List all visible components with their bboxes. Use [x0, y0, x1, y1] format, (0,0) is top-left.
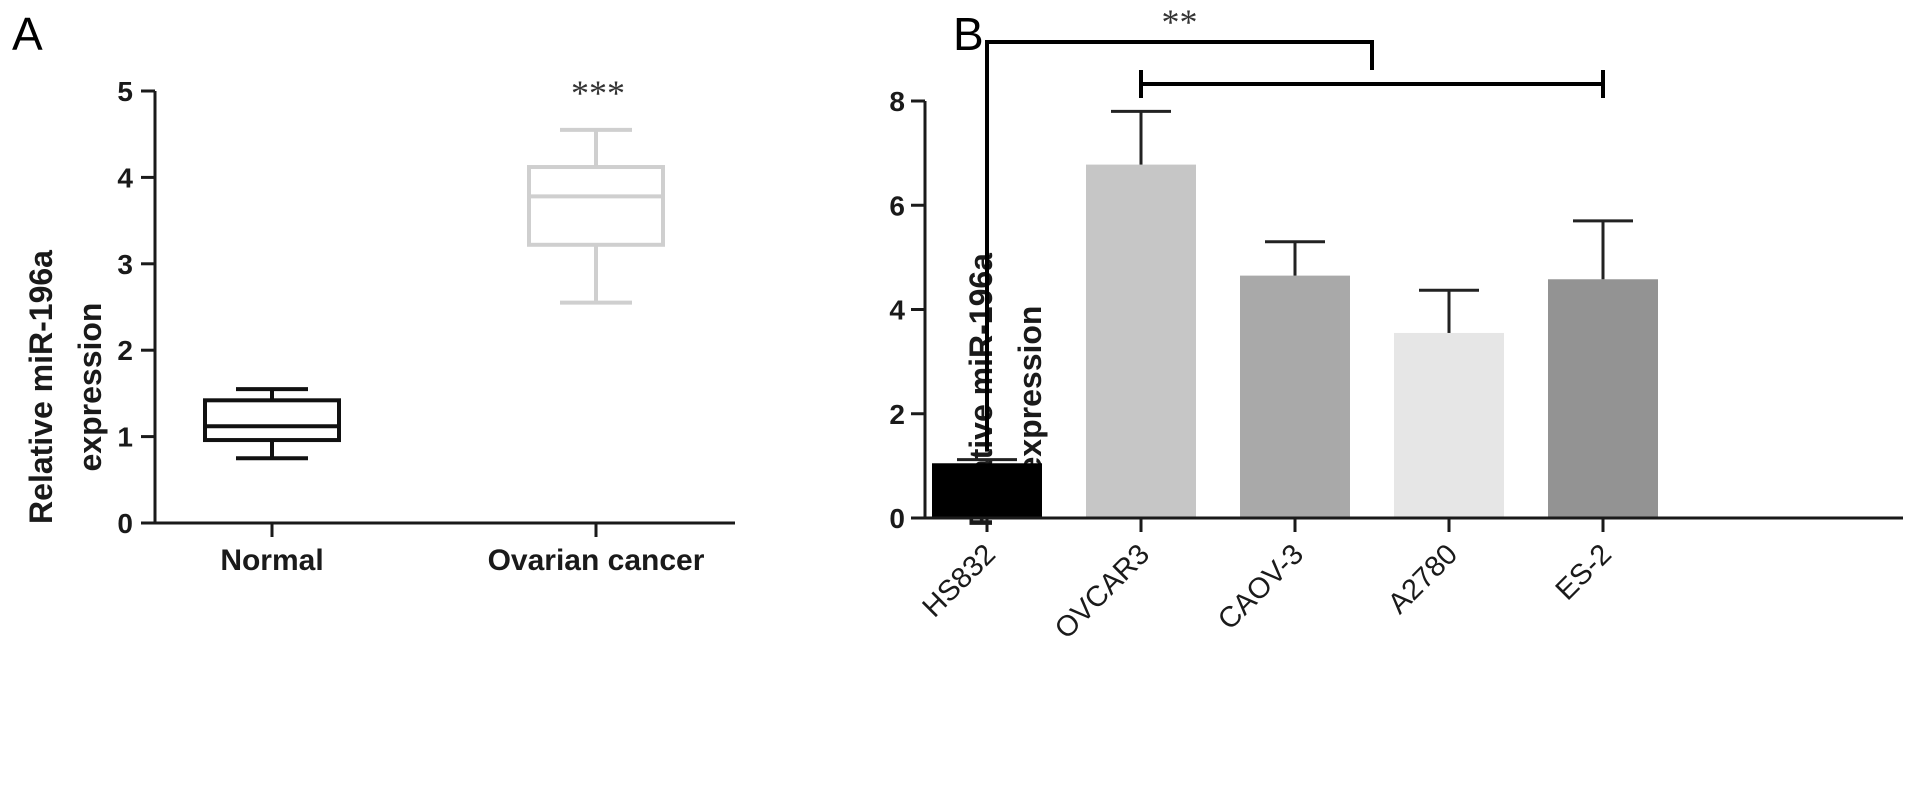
box-iqr — [203, 398, 341, 443]
panel-a-y-tick-label: 3 — [117, 249, 133, 280]
box-iqr — [527, 165, 665, 247]
panel-b-y-tick-label: 0 — [889, 503, 905, 534]
panel-b-letter: B — [953, 8, 984, 60]
panel-b-y-axis-label-line2: expression — [1012, 306, 1048, 475]
panel-b-x-tick-label: A2780 — [1382, 538, 1464, 620]
bar — [1394, 332, 1504, 518]
bar — [1548, 279, 1658, 518]
panel-a-y-tick-label: 1 — [117, 422, 133, 453]
panel-a-y-tick-label: 4 — [117, 162, 133, 193]
panel-a-letter: A — [12, 8, 43, 60]
panel-b-x-tick-label: OVCAR3 — [1049, 538, 1156, 645]
panel-a-y-axis-label-line2: expression — [72, 303, 108, 472]
panel-b-y-tick-label: 6 — [889, 190, 905, 221]
bar — [1086, 164, 1196, 518]
significance-bracket — [985, 40, 1374, 452]
bar — [1240, 275, 1350, 518]
panel-b-y-tick-label: 4 — [889, 295, 905, 326]
panel-a-y-tick-label: 5 — [117, 76, 133, 107]
panel-b-x-tick-label: ES-2 — [1550, 538, 1618, 606]
panel-a-chart: Relative miR-196a expression 0 1 2 3 4 5 Norma… — [23, 73, 735, 577]
panel-b-x-tick-label: HS832 — [917, 538, 1002, 623]
panel-b-y-tick-label: 8 — [889, 86, 905, 117]
panel-a-y-tick-label: 2 — [117, 335, 133, 366]
bar — [932, 463, 1042, 518]
panel-a-y-tick-label: 0 — [117, 508, 133, 539]
significance-marker: *** — [571, 73, 625, 113]
panel-b-x-tick-label: CAOV-3 — [1212, 538, 1310, 636]
panel-a-x-tick-label: Normal — [220, 544, 323, 577]
significance-marker: ** — [1162, 2, 1198, 42]
panel-b-y-tick-label: 2 — [889, 399, 905, 430]
panel-a-y-axis-label-line1: Relative miR-196a — [23, 250, 59, 524]
panel-a-x-tick-label: Ovarian cancer — [488, 544, 705, 577]
